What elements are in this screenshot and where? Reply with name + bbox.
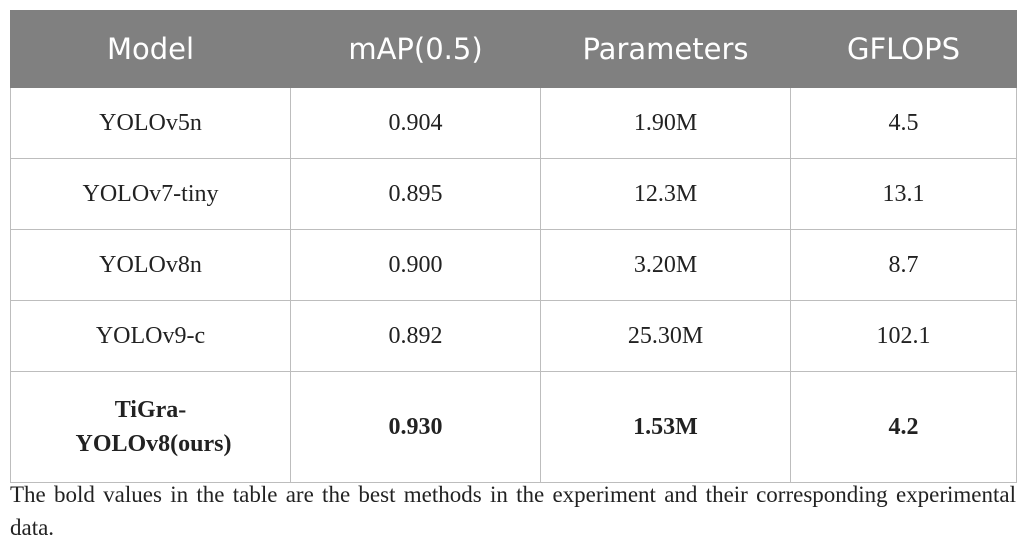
table-cell: 4.5 bbox=[790, 87, 1017, 159]
table-cell: 0.930 bbox=[290, 371, 541, 483]
table-row: YOLOv9-c 0.892 25.30M 102.1 bbox=[10, 300, 1017, 372]
table-cell: 0.895 bbox=[290, 158, 541, 230]
table-cell: 0.900 bbox=[290, 229, 541, 301]
header-cell: GFLOPS bbox=[790, 10, 1017, 88]
caption: The bold values in the table are the bes… bbox=[10, 482, 1016, 540]
table-cell: YOLOv5n bbox=[10, 87, 291, 159]
table-cell: 0.892 bbox=[290, 300, 541, 372]
table-cell: 13.1 bbox=[790, 158, 1017, 230]
table-cell: 25.30M bbox=[540, 300, 791, 372]
cell-text: TiGra-YOLOv8(ours) bbox=[75, 397, 232, 457]
table-cell: TiGra-YOLOv8(ours) bbox=[10, 371, 291, 483]
table-cell: 4.2 bbox=[790, 371, 1017, 483]
table-row: TiGra-YOLOv8(ours) 0.930 1.53M 4.2 bbox=[10, 371, 1017, 483]
table-cell: 1.90M bbox=[540, 87, 791, 159]
table-cell: 3.20M bbox=[540, 229, 791, 301]
table-cell: 102.1 bbox=[790, 300, 1017, 372]
results-table: Model mAP(0.5) Parameters GFLOPS YOLOv5n… bbox=[10, 10, 1017, 483]
table-row: YOLOv7-tiny 0.895 12.3M 13.1 bbox=[10, 158, 1017, 230]
header-cell: Model bbox=[10, 10, 291, 88]
table-cell: YOLOv9-c bbox=[10, 300, 291, 372]
table-cell: 8.7 bbox=[790, 229, 1017, 301]
table-cell: 0.904 bbox=[290, 87, 541, 159]
header-cell: Parameters bbox=[540, 10, 791, 88]
table-cell: YOLOv7-tiny bbox=[10, 158, 291, 230]
table-body: YOLOv5n 0.904 1.90M 4.5 YOLOv7-tiny 0.895 12.3… bbox=[10, 87, 1017, 483]
table-cell: YOLOv8n bbox=[10, 229, 291, 301]
header-cell: mAP(0.5) bbox=[290, 10, 541, 88]
table-cell: 1.53M bbox=[540, 371, 791, 483]
table-cell: 12.3M bbox=[540, 158, 791, 230]
table-row: YOLOv8n 0.900 3.20M 8.7 bbox=[10, 229, 1017, 301]
table-row: YOLOv5n 0.904 1.90M 4.5 bbox=[10, 87, 1017, 159]
header-row: Model mAP(0.5) Parameters GFLOPS bbox=[10, 10, 1017, 88]
